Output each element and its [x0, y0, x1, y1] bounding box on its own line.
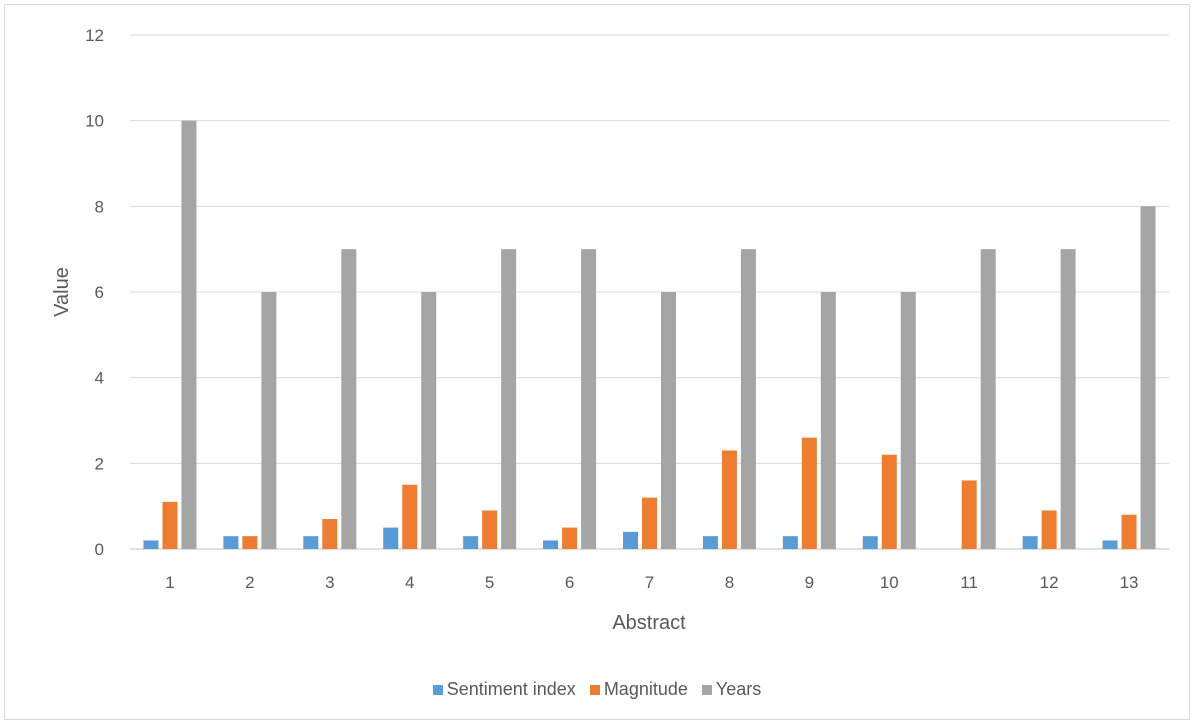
y-tick-label: 8 [95, 197, 104, 216]
legend-item-magnitude: Magnitude [589, 679, 688, 700]
legend-swatch-magnitude [589, 684, 600, 695]
bar-years [980, 249, 996, 549]
y-axis-ticks: 0 2 4 6 8 10 12 [85, 26, 104, 559]
x-tick-label: 1 [165, 573, 174, 592]
y-tick-label: 2 [95, 454, 104, 473]
bar-years [501, 249, 517, 549]
legend: Sentiment index Magnitude Years [0, 679, 1194, 700]
x-tick-label: 4 [405, 573, 414, 592]
bar-magnitude [961, 480, 977, 549]
bar-years [261, 292, 277, 549]
bar-sentiment-index [702, 536, 718, 549]
bar-magnitude [642, 497, 657, 549]
bar-years [181, 120, 197, 550]
y-tick-label: 4 [95, 369, 104, 388]
bar-magnitude [801, 437, 817, 549]
bar-sentiment-index [543, 540, 559, 549]
bar-magnitude [721, 450, 737, 549]
y-tick-label: 6 [95, 283, 104, 302]
bar-sentiment-index [463, 536, 479, 549]
y-tick-label: 10 [85, 112, 104, 131]
bar-years [581, 249, 597, 549]
x-tick-label: 3 [325, 573, 334, 592]
bar-years [1060, 249, 1076, 549]
bar-magnitude [402, 484, 418, 549]
bar-years [341, 249, 357, 549]
bar-magnitude [242, 536, 258, 549]
bar-magnitude [482, 510, 498, 549]
legend-label-years: Years [715, 679, 762, 699]
bars [143, 120, 1156, 550]
y-tick-label: 0 [95, 540, 104, 559]
x-tick-label: 12 [1040, 573, 1059, 592]
bar-magnitude [562, 527, 578, 549]
bar-magnitude [162, 501, 178, 549]
x-tick-label: 2 [245, 573, 254, 592]
bar-magnitude [881, 454, 897, 549]
x-tick-label: 5 [485, 573, 494, 592]
x-axis-ticks: 1 2 3 4 5 6 7 8 9 10 11 12 13 [165, 573, 1138, 592]
bar-sentiment-index [1022, 536, 1038, 549]
x-tick-label: 11 [960, 573, 978, 592]
y-axis-title: Value [51, 267, 73, 317]
bar-years [661, 292, 676, 549]
y-tick-label: 12 [85, 26, 104, 45]
bar-sentiment-index [303, 536, 319, 549]
bar-magnitude [1041, 510, 1057, 549]
legend-item-sentiment-index: Sentiment index [432, 679, 576, 700]
gridlines [130, 34, 1169, 550]
bar-sentiment-index [143, 540, 159, 549]
x-tick-label: 9 [805, 573, 814, 592]
bar-years [820, 292, 836, 549]
legend-label-sentiment-index: Sentiment index [446, 679, 576, 699]
bar-sentiment-index [862, 536, 878, 549]
legend-label-magnitude: Magnitude [603, 679, 688, 699]
bar-sentiment-index [1102, 540, 1118, 549]
bar-years [421, 292, 437, 549]
x-tick-label: 6 [565, 573, 574, 592]
x-tick-label: 13 [1120, 573, 1139, 592]
bar-sentiment-index [782, 536, 798, 549]
bar-years [740, 249, 756, 549]
legend-swatch-sentiment-index [432, 684, 443, 695]
bar-sentiment-index [383, 527, 399, 549]
legend-swatch-years [701, 684, 712, 695]
x-axis-title: Abstract [612, 612, 686, 634]
x-tick-label: 8 [725, 573, 734, 592]
bar-years [1140, 206, 1156, 550]
bar-magnitude [322, 519, 338, 549]
bar-magnitude [1121, 514, 1137, 549]
bar-sentiment-index [623, 531, 638, 549]
bar-sentiment-index [223, 536, 239, 549]
x-tick-label: 7 [645, 573, 654, 592]
bar-years [900, 292, 916, 549]
x-tick-label: 10 [880, 573, 899, 592]
legend-item-years: Years [701, 679, 762, 700]
